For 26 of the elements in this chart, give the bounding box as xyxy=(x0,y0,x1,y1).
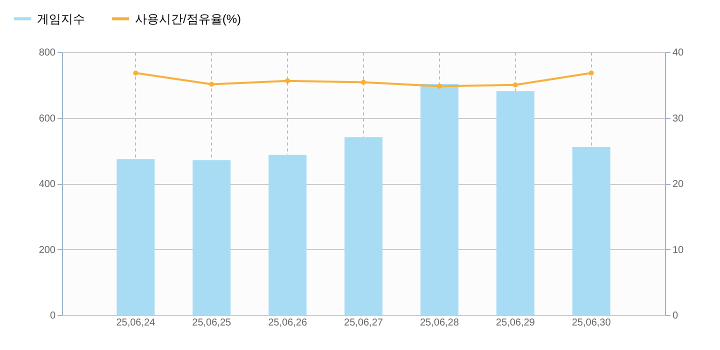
y2-tick-label: 40 xyxy=(672,48,684,58)
y-tick-label: 800 xyxy=(38,48,56,58)
y2-tick-label: 0 xyxy=(672,310,678,322)
bar xyxy=(344,137,382,315)
x-tick-label: 25,06,28 xyxy=(420,318,460,328)
y2-tick-label: 10 xyxy=(672,244,684,256)
x-tick-label: 25,06,26 xyxy=(268,318,308,328)
x-tick-label: 25,06,30 xyxy=(572,318,612,328)
bar xyxy=(116,159,155,315)
bar xyxy=(420,84,458,315)
x-tick-label: 25,06,27 xyxy=(344,318,384,328)
legend-label: 사용시간/점유율(%) xyxy=(135,12,241,26)
y-tick-label: 400 xyxy=(38,179,56,190)
bar xyxy=(572,147,610,315)
bar xyxy=(268,154,307,315)
bar xyxy=(496,91,534,315)
legend-label: 게임지수 xyxy=(37,12,85,26)
x-tick-label: 25,06,24 xyxy=(116,318,156,328)
x-tick-label: 25,06,25 xyxy=(192,318,232,328)
y-tick-label: 0 xyxy=(50,310,56,322)
x-tick-label: 25,06,29 xyxy=(496,318,536,328)
y2-tick-label: 30 xyxy=(672,113,684,124)
y-tick-label: 200 xyxy=(38,244,56,256)
y2-tick-label: 20 xyxy=(672,179,684,190)
bar xyxy=(192,160,231,315)
y-tick-label: 600 xyxy=(38,113,56,124)
